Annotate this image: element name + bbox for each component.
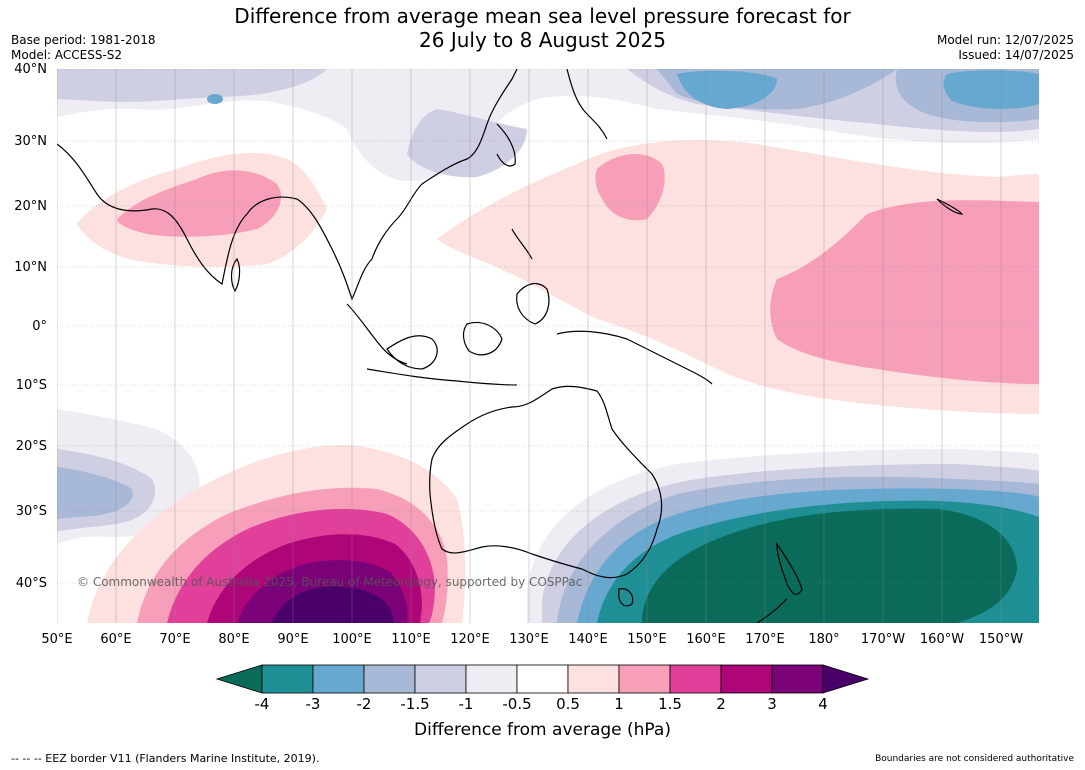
lon-label: 160°E — [686, 632, 726, 647]
colorbar-extend-low — [215, 664, 263, 694]
lon-label: 50°E — [41, 632, 73, 647]
lat-label: 20°N — [14, 199, 47, 214]
meta-left: Base period: 1981-2018 Model: ACCESS-S2 — [11, 33, 156, 63]
colorbar-cell — [465, 664, 518, 694]
south-positive-anomaly — [87, 445, 466, 623]
title-line-2: 26 July to 8 August 2025 — [419, 28, 666, 52]
title-line-1: Difference from average mean sea level p… — [234, 4, 851, 28]
coastlines — [57, 69, 964, 623]
meta-right: Model run: 12/07/2025 Issued: 14/07/2025 — [937, 33, 1074, 63]
chart-title: Difference from average mean sea level p… — [0, 4, 1085, 52]
colorbar-label: Difference from average (hPa) — [414, 720, 671, 740]
lat-label: 20°S — [15, 439, 47, 454]
colorbar-tick: 1.5 — [658, 695, 682, 713]
lon-label: 130°E — [509, 632, 549, 647]
colorbar-cell — [261, 664, 314, 694]
lon-label: 160°W — [919, 632, 965, 647]
colorbar-tick: 2 — [716, 695, 726, 713]
model-run: Model run: 12/07/2025 — [936, 33, 1074, 47]
lon-label: 170°W — [860, 632, 906, 647]
lat-label: 10°S — [15, 378, 47, 393]
colorbar-tick: -4 — [254, 695, 270, 713]
colorbar-tick: -1 — [458, 695, 474, 713]
colorbar-extend-high — [822, 664, 870, 694]
colorbar-tick: 0.5 — [556, 695, 580, 713]
lon-label: 150°W — [978, 632, 1024, 647]
colorbar-cell — [516, 664, 569, 694]
lon-label: 140°E — [568, 632, 608, 647]
lat-label: 30°N — [14, 134, 47, 149]
copyright-watermark: © Commonwealth of Australia 2025, Bureau… — [77, 575, 582, 589]
lon-label: 180° — [808, 632, 840, 647]
colorbar-tick: -0.5 — [502, 695, 532, 713]
lat-label: 30°S — [15, 504, 47, 519]
lon-label: 60°E — [100, 632, 132, 647]
colorbar-cell — [363, 664, 416, 694]
lat-label: 40°N — [14, 62, 47, 77]
south-negative-anomaly — [57, 409, 1039, 623]
lon-label: 150°E — [627, 632, 667, 647]
colorbar-tick: 1 — [614, 695, 624, 713]
lon-label: 100°E — [332, 632, 372, 647]
colorbar-tick: 4 — [818, 695, 828, 713]
graticule — [57, 69, 1039, 623]
colorbar-cell — [414, 664, 467, 694]
eez-footnote: -- -- -- EEZ border V11 (Flanders Marine… — [11, 752, 320, 765]
north-negative-anomaly — [57, 69, 1039, 181]
colorbar-cell — [312, 664, 365, 694]
lon-label: 90°E — [277, 632, 309, 647]
pressure-anomaly-map: © Commonwealth of Australia 2025, Bureau… — [57, 69, 1039, 623]
colorbar-tick: -3 — [305, 695, 321, 713]
colorbar-cell — [567, 664, 620, 694]
lon-label: 110°E — [391, 632, 431, 647]
issued-date: Issued: 14/07/2025 — [958, 48, 1074, 62]
colorbar-cell — [669, 664, 722, 694]
lat-label: 10°N — [14, 260, 47, 275]
lon-label: 120°E — [450, 632, 490, 647]
lon-label: 80°E — [218, 632, 250, 647]
colorbar-tick: -2 — [356, 695, 372, 713]
model-name: Model: ACCESS-S2 — [11, 48, 123, 62]
colorbar-cell — [771, 664, 824, 694]
lon-label: 70°E — [159, 632, 191, 647]
colorbar-tick: 3 — [767, 695, 777, 713]
colorbar-cell — [618, 664, 671, 694]
base-period: Base period: 1981-2018 — [11, 33, 156, 47]
boundary-disclaimer: Boundaries are not considered authoritat… — [875, 754, 1074, 764]
lon-label: 170°E — [745, 632, 785, 647]
lat-label: 40°S — [15, 576, 47, 591]
colorbar — [215, 664, 870, 694]
north-positive-anomaly — [77, 140, 1039, 414]
colorbar-cell — [720, 664, 773, 694]
lat-label: 0° — [32, 319, 47, 334]
colorbar-tick: -1.5 — [400, 695, 430, 713]
